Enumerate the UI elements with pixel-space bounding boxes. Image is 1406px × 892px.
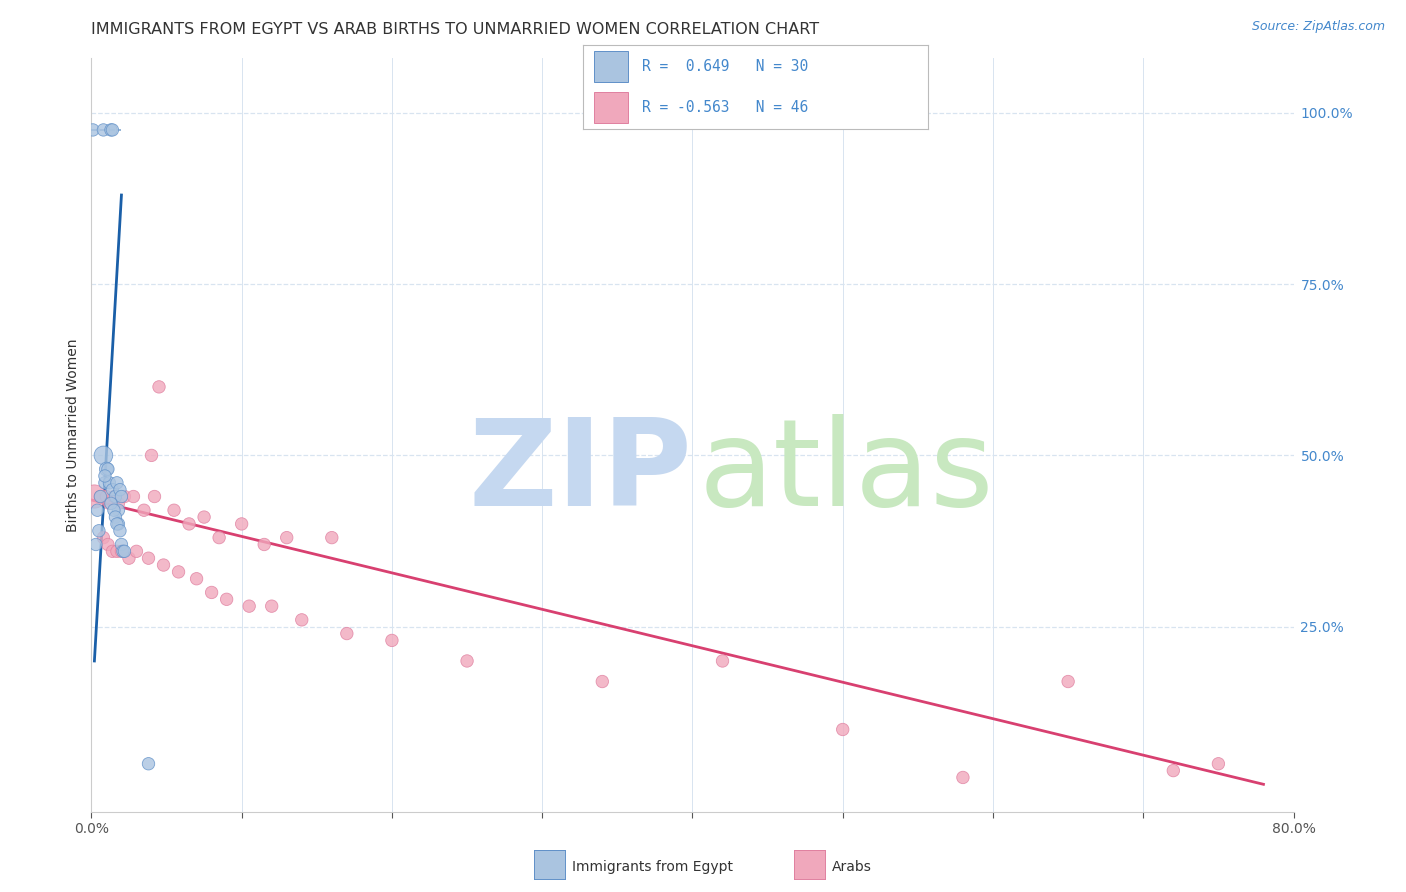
Point [96,462,118,476]
Point [231,516,253,531]
Point [238,599,260,614]
Point [321,531,343,545]
Point [98,496,121,510]
Point [186,572,208,586]
Point [96,490,118,504]
Point [101,123,124,137]
Point [201,585,224,599]
Point [110,544,132,558]
Point [108,524,131,538]
Point [93,123,115,137]
Point [163,503,186,517]
Y-axis label: Births to Unmarried Women: Births to Unmarried Women [66,338,80,532]
Point [711,654,734,668]
Point [103,503,125,517]
Point [114,490,136,504]
Point [118,551,141,566]
Point [104,490,127,504]
Point [591,674,613,689]
Point [97,537,120,551]
Point [952,771,974,785]
Point [831,723,853,737]
Point [83,490,105,504]
Point [167,565,190,579]
Point [101,544,124,558]
Point [94,475,117,490]
Text: R = -0.563   N = 46: R = -0.563 N = 46 [643,100,808,115]
Point [107,496,129,510]
Text: R =  0.649   N = 30: R = 0.649 N = 30 [643,59,808,74]
Point [105,475,128,490]
Point [101,483,124,497]
Point [253,537,276,551]
Point [87,524,110,538]
Point [108,483,131,497]
Point [276,531,298,545]
Text: ZIP: ZIP [468,414,692,531]
Point [110,490,132,504]
Point [107,516,129,531]
Point [148,380,170,394]
Point [193,510,215,524]
Point [100,496,122,510]
Point [1208,756,1230,771]
Point [110,537,132,551]
Point [381,633,404,648]
Point [105,516,128,531]
Point [456,654,478,668]
Point [143,490,166,504]
Point [89,490,111,504]
Point [82,123,104,137]
Bar [593,52,628,82]
Text: Source: ZipAtlas.com: Source: ZipAtlas.com [1251,20,1385,33]
Point [84,537,107,551]
Point [100,123,122,137]
Point [1057,674,1080,689]
Point [336,626,359,640]
Text: IMMIGRANTS FROM EGYPT VS ARAB BIRTHS TO UNMARRIED WOMEN CORRELATION CHART: IMMIGRANTS FROM EGYPT VS ARAB BIRTHS TO … [91,22,820,37]
Point [141,449,163,463]
Text: Immigrants from Egypt: Immigrants from Egypt [572,860,734,874]
Point [94,469,117,483]
Point [93,449,115,463]
Point [125,544,148,558]
Point [138,551,160,566]
Point [103,490,125,504]
Point [89,490,111,504]
Text: atlas: atlas [699,414,994,531]
Point [1161,764,1184,778]
Point [177,516,200,531]
Point [122,490,145,504]
Point [98,475,121,490]
Point [291,613,314,627]
Bar [593,92,628,122]
Point [152,558,174,572]
Point [86,503,108,517]
Point [104,510,127,524]
Point [138,756,160,771]
Point [97,462,120,476]
Point [215,592,238,607]
Point [132,503,155,517]
Point [114,544,136,558]
Point [107,503,129,517]
Text: Arabs: Arabs [832,860,872,874]
Point [208,531,231,545]
Point [105,544,128,558]
Point [260,599,283,614]
Point [93,531,115,545]
Point [111,544,134,558]
